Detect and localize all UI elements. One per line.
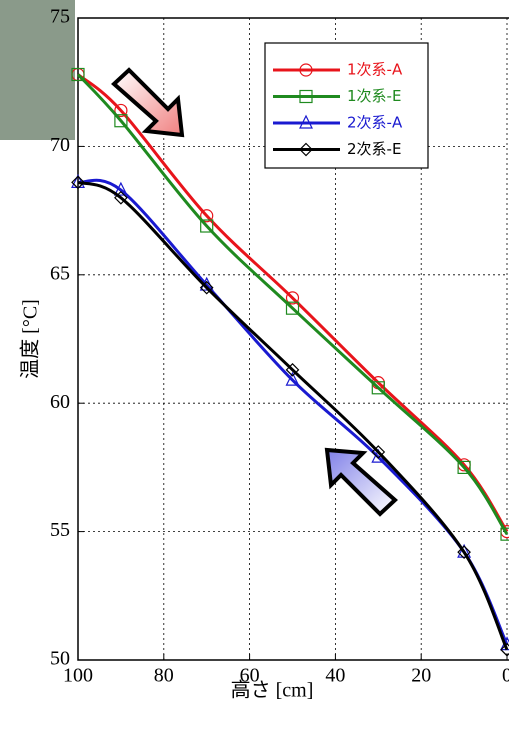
y-axis-label: 温度 [°C] (19, 299, 42, 379)
legend-label: 1次系-E (347, 87, 401, 105)
y-tick-label: 65 (50, 262, 70, 284)
x-tick-label: 60 (240, 665, 260, 687)
chart: 1次系-A1次系-E2次系-A2次系-E 高さ [cm] 温度 [°C] 100… (0, 0, 509, 731)
y-tick-label: 50 (50, 648, 70, 670)
x-tick-label: 0 (502, 665, 509, 687)
y-tick-label: 55 (50, 519, 70, 541)
x-tick-label: 40 (325, 665, 345, 687)
y-tick-label: 70 (50, 134, 70, 156)
x-tick-label: 20 (411, 665, 431, 687)
legend-label: 2次系-E (347, 140, 401, 158)
y-tick-label: 75 (50, 6, 70, 28)
legend-label: 2次系-A (347, 114, 403, 132)
legend-label: 1次系-A (347, 61, 403, 79)
x-tick-label: 80 (154, 665, 174, 687)
y-tick-label: 60 (50, 391, 70, 413)
